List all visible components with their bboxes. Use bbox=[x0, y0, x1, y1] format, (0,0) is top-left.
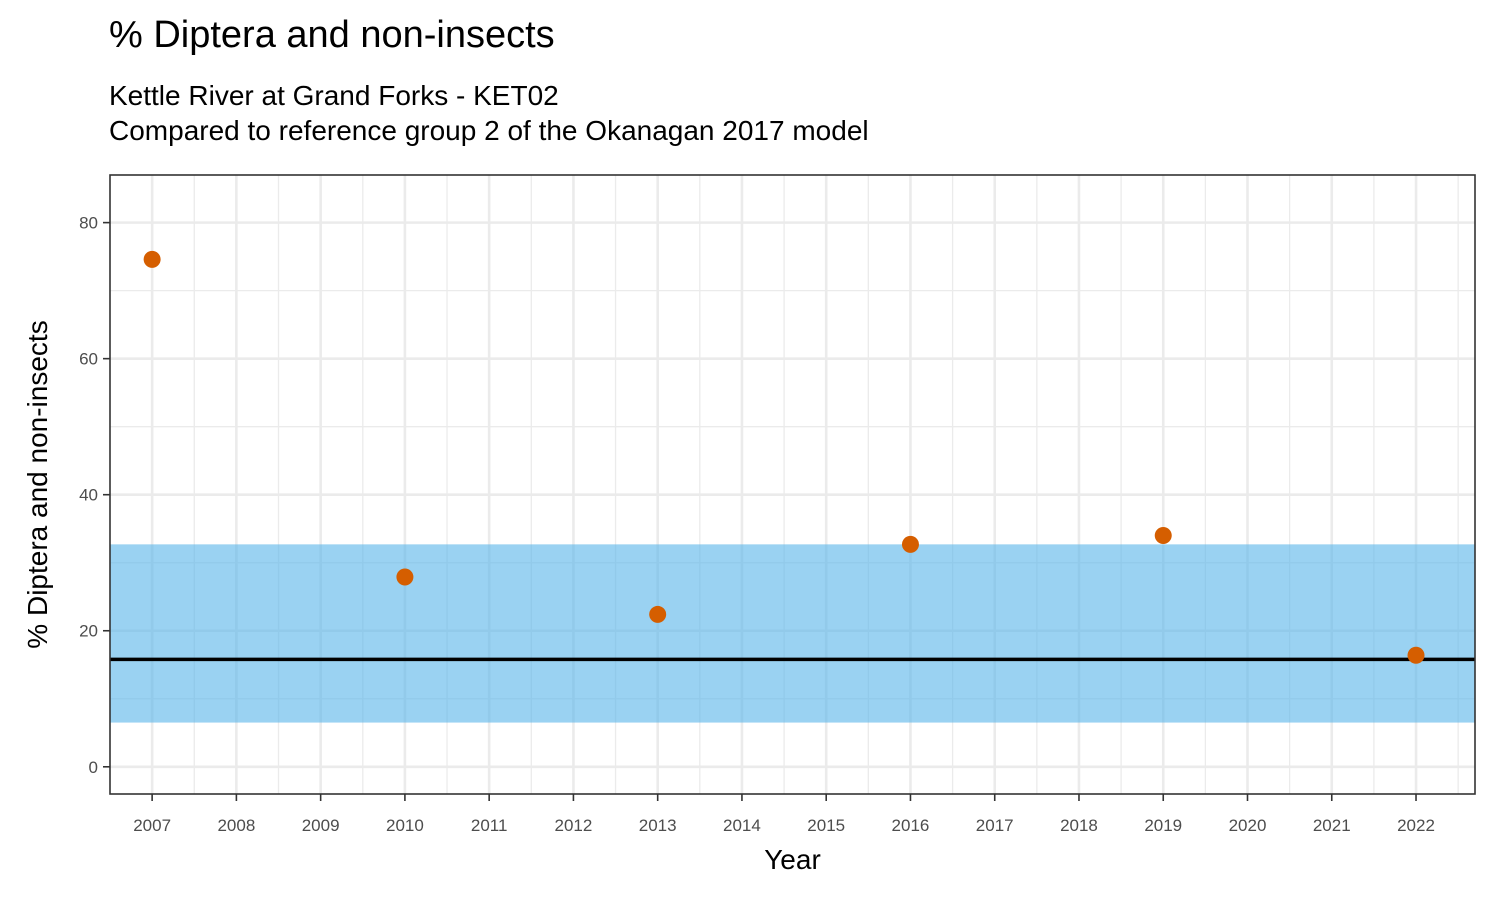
data-point bbox=[143, 250, 161, 268]
y-tick-label: 40 bbox=[79, 486, 98, 505]
panel-border bbox=[109, 174, 1476, 795]
data-point bbox=[1407, 646, 1425, 664]
data-point bbox=[649, 605, 667, 623]
x-tick-label: 2009 bbox=[302, 816, 340, 835]
x-tick-label: 2008 bbox=[217, 816, 255, 835]
x-tick-label: 2020 bbox=[1229, 816, 1267, 835]
x-tick-label: 2016 bbox=[892, 816, 930, 835]
x-tick-label: 2019 bbox=[1144, 816, 1182, 835]
x-tick-label: 2018 bbox=[1060, 816, 1098, 835]
x-axis: 2007 2008 2009 2010 2011 2012 2013 2014 2015 2016… bbox=[133, 794, 1435, 835]
x-tick-label: 2014 bbox=[723, 816, 761, 835]
x-tick-label: 2010 bbox=[386, 816, 424, 835]
y-axis-label: % Diptera and non-insects bbox=[22, 320, 53, 648]
x-tick-label: 2022 bbox=[1397, 816, 1435, 835]
chart-title: % Diptera and non-insects bbox=[109, 14, 555, 56]
chart-subtitle-line-1: Kettle River at Grand Forks - KET02 bbox=[109, 80, 559, 111]
y-tick-label: 80 bbox=[79, 214, 98, 233]
x-tick-label: 2012 bbox=[555, 816, 593, 835]
y-axis: 0 20 40 60 80 bbox=[79, 214, 110, 777]
x-tick-label: 2007 bbox=[133, 816, 171, 835]
x-axis-label: Year bbox=[764, 844, 821, 875]
x-tick-label: 2017 bbox=[976, 816, 1014, 835]
x-tick-label: 2021 bbox=[1313, 816, 1351, 835]
data-points bbox=[143, 250, 1425, 664]
x-tick-label: 2015 bbox=[807, 816, 845, 835]
y-tick-label: 60 bbox=[79, 350, 98, 369]
x-tick-label: 2011 bbox=[471, 816, 508, 835]
data-point bbox=[396, 568, 414, 586]
reference-band bbox=[110, 544, 1475, 723]
chart-subtitle-line-2: Compared to reference group 2 of the Oka… bbox=[109, 115, 869, 146]
y-tick-label: 0 bbox=[89, 758, 98, 777]
data-point bbox=[1154, 527, 1172, 545]
y-tick-label: 20 bbox=[79, 622, 98, 641]
data-point bbox=[901, 535, 919, 553]
x-tick-label: 2013 bbox=[639, 816, 677, 835]
